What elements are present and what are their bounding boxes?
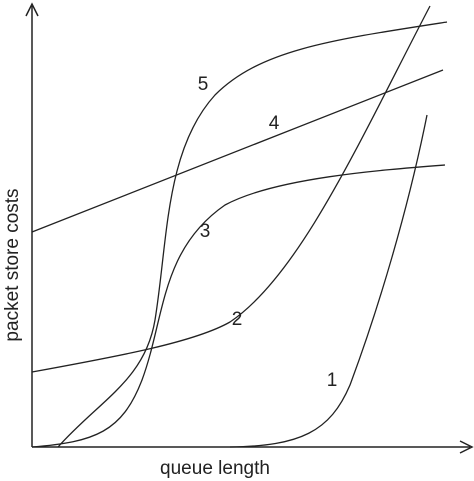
curve-4 — [31, 69, 444, 233]
y-axis-label: packet store costs — [2, 188, 23, 341]
x-axis-label: queue length — [160, 458, 270, 479]
curve-label: 3 — [200, 221, 211, 242]
curve-label: 5 — [198, 74, 209, 95]
curve-label: 4 — [269, 113, 280, 134]
x-arrow — [459, 440, 474, 454]
axes — [25, 2, 474, 454]
curve-1 — [229, 114, 428, 448]
curve-3 — [31, 164, 446, 448]
y-arrow — [25, 2, 39, 17]
curve-label: 1 — [327, 370, 338, 391]
curve-5 — [57, 21, 448, 448]
curve-label: 2 — [232, 309, 243, 330]
curve-2 — [31, 5, 431, 373]
